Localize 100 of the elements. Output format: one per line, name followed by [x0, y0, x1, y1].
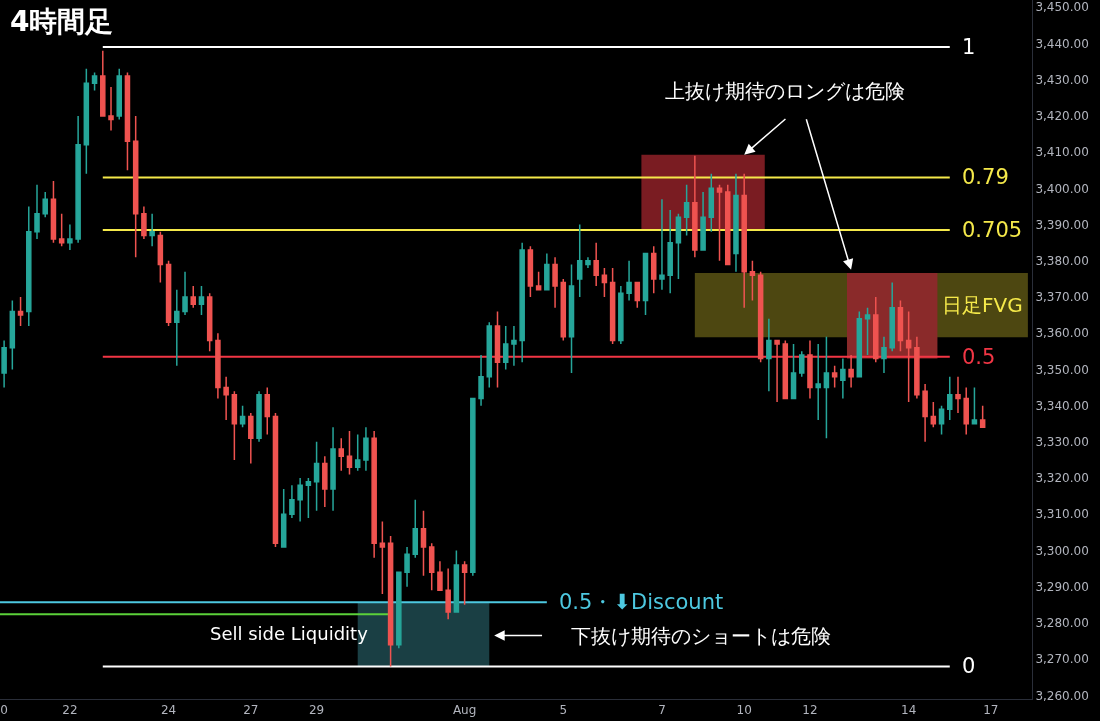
- candlestick: [552, 256, 558, 309]
- candlestick: [535, 270, 542, 291]
- candlestick: [322, 455, 328, 508]
- candlestick: [280, 488, 287, 548]
- annotation: 0.79: [962, 165, 1009, 189]
- candlestick: [848, 354, 854, 389]
- y-tick-label: 3,320.00: [1035, 471, 1089, 486]
- candlestick: [83, 68, 90, 175]
- x-tick-label: 12: [802, 703, 818, 718]
- candlestick: [445, 567, 451, 621]
- candlestick: [215, 332, 221, 400]
- candlestick: [206, 292, 213, 353]
- candlestick: [174, 288, 180, 367]
- candlestick: [297, 477, 303, 523]
- candlestick: [1, 339, 7, 389]
- y-tick-label: 3,340.00: [1035, 398, 1089, 413]
- y-tick-label: 3,370.00: [1035, 290, 1089, 305]
- candlestick: [17, 296, 24, 327]
- candlestick: [354, 433, 361, 472]
- candlestick: [157, 231, 164, 284]
- y-tick-label: 3,400.00: [1035, 181, 1089, 196]
- x-tick-label: 24: [160, 703, 177, 718]
- candlestick: [470, 397, 476, 577]
- candlestick: [379, 520, 386, 595]
- y-tick-label: 3,290.00: [1035, 579, 1089, 594]
- candlestick: [790, 343, 797, 400]
- y-tick-label: 3,380.00: [1035, 253, 1089, 268]
- candlestick: [963, 386, 969, 436]
- candlestick: [823, 336, 830, 439]
- candlestick: [511, 325, 517, 367]
- candlestick: [650, 245, 657, 295]
- candlestick: [198, 285, 205, 316]
- candlestick: [256, 390, 262, 443]
- candlestick: [601, 267, 608, 298]
- candlestick: [264, 386, 271, 436]
- annotation: 1: [962, 35, 976, 59]
- y-tick-label: 3,330.00: [1035, 435, 1089, 450]
- candlestick: [873, 296, 879, 363]
- candlestick: [363, 426, 369, 472]
- candlestick: [807, 339, 813, 400]
- candlestick: [766, 317, 772, 392]
- candlestick: [527, 245, 534, 298]
- candlestick: [757, 270, 764, 363]
- candlestick: [716, 183, 723, 262]
- x-tick-label: 17: [983, 703, 999, 718]
- candlestick: [371, 430, 377, 559]
- candlestick: [165, 260, 172, 327]
- candlestick: [305, 477, 312, 519]
- candlestick: [568, 263, 575, 374]
- candlestick: [609, 267, 616, 345]
- candlestick: [683, 183, 690, 237]
- candlestick: [979, 404, 986, 429]
- ref-line-label: 0.5・⬇Discount: [559, 590, 724, 614]
- candlestick: [67, 223, 73, 251]
- y-tick-label: 3,360.00: [1035, 326, 1089, 341]
- candlestick: [667, 209, 673, 295]
- y-tick-label: 3,300.00: [1035, 543, 1089, 558]
- candlestick: [971, 386, 978, 425]
- y-tick-label: 3,430.00: [1035, 72, 1089, 87]
- candlestick: [733, 173, 739, 273]
- candlestick: [239, 404, 246, 429]
- candlestick: [922, 383, 928, 443]
- y-tick-label: 3,450.00: [1035, 0, 1089, 15]
- candlestick: [58, 212, 65, 248]
- candlestick: [708, 173, 715, 233]
- y-tick-label: 3,410.00: [1035, 145, 1089, 160]
- candlestick: [338, 437, 345, 472]
- candlestick: [272, 412, 279, 548]
- candlestick: [798, 350, 805, 378]
- candlestick: [141, 205, 147, 240]
- candlestick: [116, 68, 122, 121]
- candlestick: [831, 365, 838, 389]
- y-tick-label: 3,280.00: [1035, 616, 1089, 631]
- y-tick-label: 3,390.00: [1035, 217, 1089, 232]
- candlestick: [815, 343, 821, 421]
- candlestick: [486, 321, 493, 389]
- candlestick: [741, 173, 747, 309]
- candlestick: [494, 310, 501, 389]
- candlestick: [428, 542, 435, 592]
- candlestick: [626, 260, 632, 302]
- x-tick-label: 10: [736, 703, 752, 718]
- candlestick: [914, 336, 920, 400]
- annotation: 0.705: [962, 218, 1023, 242]
- chart-title: 4時間足: [10, 5, 114, 38]
- band-label: 日足FVG: [942, 293, 1023, 317]
- candlestick: [124, 71, 131, 171]
- candlestick: [576, 223, 583, 298]
- y-tick-label: 3,350.00: [1035, 362, 1089, 377]
- candlestick: [897, 299, 904, 353]
- candlestick: [26, 205, 32, 327]
- candlestick: [453, 549, 460, 613]
- candlestick: [387, 535, 394, 668]
- candlestick: [642, 252, 649, 316]
- candlestick: [889, 281, 895, 353]
- x-tick-label: 27: [243, 703, 259, 718]
- candlestick: [149, 212, 155, 248]
- candlestick: [618, 285, 624, 345]
- candlestick: [585, 256, 591, 269]
- candlestick: [50, 180, 57, 244]
- candlestick: [544, 252, 550, 291]
